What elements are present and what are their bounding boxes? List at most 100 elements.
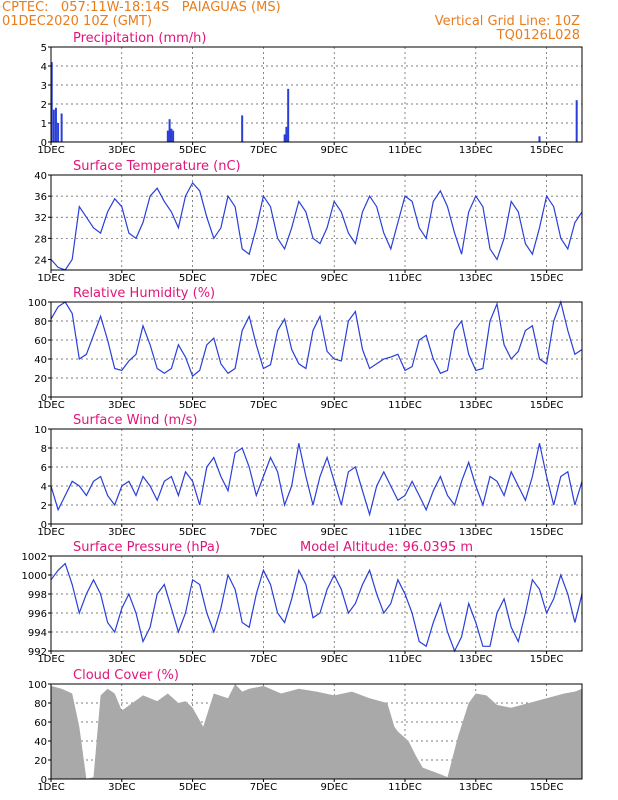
panel-humidity: 0 20 40 60 80 100 1DEC 3DEC 5DEC 7DEC 9DEC 11DEC 13D… xyxy=(28,286,583,411)
series-line xyxy=(50,443,583,517)
x-tick-label: 7DEC xyxy=(250,273,277,284)
panel-title: Relative Humidity (%) xyxy=(73,286,215,301)
x-tick-label: 7DEC xyxy=(250,400,277,411)
precip-bar xyxy=(60,113,63,142)
panel-title: Cloud Cover (%) xyxy=(73,668,179,683)
y-tick-label: 10 xyxy=(34,425,47,436)
panel-frame xyxy=(50,46,583,143)
y-tick-label: 40 xyxy=(34,737,47,748)
x-tick-label: 1DEC xyxy=(37,400,64,411)
panel-frame xyxy=(50,428,583,525)
panel-precipitation: 0 1 2 3 4 5 1DEC 3DEC 5DEC 7DEC 9DEC 11DEC 13DEC 15DE… xyxy=(37,31,583,156)
x-tick-label: 1DEC xyxy=(37,527,64,538)
model-altitude-label: Model Altitude: 96.0395 m xyxy=(300,540,473,555)
x-tick-label: 7DEC xyxy=(250,527,277,538)
x-tick-label: 3DEC xyxy=(108,782,135,793)
y-tick-label: 0 xyxy=(41,138,47,149)
y-tick-label: 8 xyxy=(41,444,47,455)
y-tick-label: 40 xyxy=(34,171,47,182)
x-tick-label: 3DEC xyxy=(108,527,135,538)
cloud-area xyxy=(51,684,582,779)
x-tick-label: 13DEC xyxy=(459,273,493,284)
x-tick-label: 15DEC xyxy=(530,400,564,411)
x-tick-label: 5DEC xyxy=(179,654,206,665)
x-tick-label: 3DEC xyxy=(108,654,135,665)
x-tick-label: 15DEC xyxy=(530,527,564,538)
panel-title: Surface Wind (m/s) xyxy=(73,413,197,428)
x-tick-label: 9DEC xyxy=(321,527,348,538)
y-tick-label: 80 xyxy=(34,317,47,328)
precip-bar xyxy=(285,126,288,142)
panel-frame xyxy=(50,174,583,271)
y-tick-label: 20 xyxy=(34,756,47,767)
y-tick-label: 1 xyxy=(41,119,47,130)
x-tick-label: 1DEC xyxy=(37,273,64,284)
precip-bar xyxy=(52,109,55,142)
y-tick-label: 24 xyxy=(34,255,47,266)
header-datetime: 01DEC2020 10Z (GMT) xyxy=(2,14,153,29)
precip-bar xyxy=(166,130,169,142)
x-tick-label: 1DEC xyxy=(37,145,64,156)
x-tick-label: 7DEC xyxy=(250,654,277,665)
precip-bar xyxy=(57,123,60,142)
y-tick-label: 100 xyxy=(28,298,47,309)
y-tick-label: 1000 xyxy=(22,571,47,582)
y-tick-label: 998 xyxy=(28,590,47,601)
y-tick-label: 2 xyxy=(41,501,47,512)
series-line xyxy=(50,181,583,271)
y-tick-label: 1002 xyxy=(22,552,47,563)
panel-wind: 0 2 4 6 8 10 1DEC 3DEC 5DEC 7DEC 9DEC 11DEC 13DEC 15D… xyxy=(34,413,583,538)
x-tick-label: 11DEC xyxy=(388,527,422,538)
x-tick-label: 11DEC xyxy=(388,273,422,284)
y-tick-label: 40 xyxy=(34,355,47,366)
y-tick-label: 60 xyxy=(34,336,47,347)
y-tick-label: 5 xyxy=(41,43,47,54)
header-grid-line: Vertical Grid Line: 10Z xyxy=(434,14,580,29)
x-tick-label: 1DEC xyxy=(37,654,64,665)
panel-title: Precipitation (mm/h) xyxy=(73,31,206,46)
panel-title: Surface Pressure (hPa) xyxy=(73,540,220,555)
x-tick-label: 15DEC xyxy=(530,782,564,793)
panel-cloud-cover: 0 20 40 60 80 100 1DEC 3DEC 5DEC 7DEC 9DEC 11DEC 13D… xyxy=(28,668,583,793)
y-tick-label: 28 xyxy=(34,234,47,245)
precip-bar xyxy=(575,100,578,142)
precip-bar xyxy=(168,119,171,142)
y-tick-label: 992 xyxy=(28,647,47,658)
panel-pressure: 992 994 996 998 1000 1002 1DEC 3DEC 5DEC 7DEC 9DEC… xyxy=(22,540,583,665)
y-tick-label: 0 xyxy=(41,775,47,786)
y-tick-label: 6 xyxy=(41,463,47,474)
x-tick-label: 13DEC xyxy=(459,782,493,793)
y-tick-label: 0 xyxy=(41,393,47,404)
x-tick-label: 3DEC xyxy=(108,145,135,156)
y-tick-label: 20 xyxy=(34,374,47,385)
x-tick-label: 9DEC xyxy=(321,273,348,284)
series-line xyxy=(50,562,583,653)
x-tick-label: 9DEC xyxy=(321,400,348,411)
x-tick-label: 5DEC xyxy=(179,400,206,411)
x-tick-label: 15DEC xyxy=(530,273,564,284)
x-tick-label: 15DEC xyxy=(530,654,564,665)
y-tick-label: 32 xyxy=(34,213,47,224)
panel-title: Surface Temperature (nC) xyxy=(73,159,241,174)
precip-bar xyxy=(54,107,57,142)
y-tick-label: 4 xyxy=(41,62,47,73)
x-tick-label: 3DEC xyxy=(108,400,135,411)
x-tick-label: 13DEC xyxy=(459,527,493,538)
x-tick-label: 9DEC xyxy=(321,782,348,793)
panel-frame xyxy=(50,683,583,780)
precip-bar xyxy=(50,62,53,143)
precip-bar xyxy=(283,134,286,142)
precip-bar xyxy=(170,128,173,142)
x-tick-label: 7DEC xyxy=(250,782,277,793)
x-tick-label: 3DEC xyxy=(108,273,135,284)
precip-bar xyxy=(172,130,175,142)
y-tick-label: 60 xyxy=(34,718,47,729)
x-tick-label: 1DEC xyxy=(37,782,64,793)
x-tick-label: 5DEC xyxy=(179,145,206,156)
x-tick-label: 13DEC xyxy=(459,654,493,665)
precip-bar xyxy=(538,136,541,142)
y-tick-label: 996 xyxy=(28,609,47,620)
header-model-code: TQ0126L028 xyxy=(496,28,580,43)
y-tick-label: 100 xyxy=(28,680,47,691)
